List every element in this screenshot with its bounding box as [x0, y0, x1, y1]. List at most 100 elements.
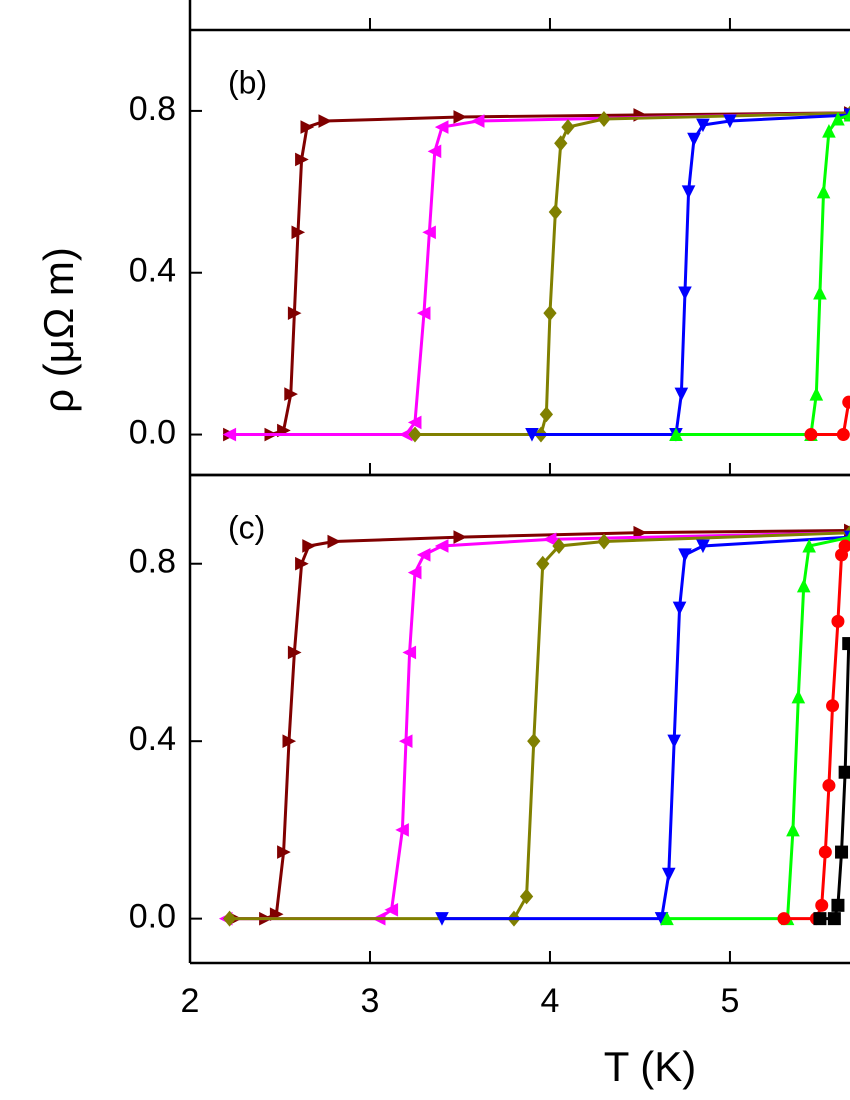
data-point — [539, 406, 554, 423]
data-point — [791, 689, 806, 704]
data-point — [277, 845, 291, 859]
data-point — [681, 185, 696, 199]
data-point — [453, 110, 468, 124]
data-point — [674, 387, 689, 402]
series-line — [225, 531, 850, 921]
x-tick-label: 3 — [361, 982, 380, 1020]
data-point — [519, 888, 534, 905]
y-tick-label: 0.0 — [129, 414, 176, 452]
data-point — [838, 765, 850, 779]
y-tick-label: 0.4 — [129, 720, 176, 758]
data-point — [284, 387, 298, 401]
data-point — [822, 779, 836, 793]
data-point — [318, 114, 333, 128]
data-point — [816, 184, 831, 199]
series-line — [531, 113, 850, 437]
data-point — [470, 114, 485, 128]
data-point — [525, 428, 539, 442]
y-tick-label: 0.8 — [129, 543, 176, 581]
data-point — [813, 912, 827, 926]
data-point — [667, 734, 681, 749]
data-point — [842, 395, 850, 409]
data-point — [407, 565, 422, 580]
plot-area — [218, 523, 850, 927]
data-point — [536, 555, 550, 572]
data-point — [831, 111, 845, 126]
data-point — [453, 530, 468, 544]
series-line — [414, 111, 850, 437]
y-tick-label: 0.4 — [129, 252, 176, 290]
data-point — [554, 135, 568, 152]
data-point — [813, 285, 827, 300]
y-tick-label: 0.8 — [129, 90, 176, 128]
data-point — [678, 286, 692, 301]
data-point — [408, 426, 422, 443]
data-point — [222, 910, 237, 927]
x-tick-label: 4 — [541, 982, 560, 1020]
data-point — [527, 733, 541, 750]
data-point — [796, 578, 811, 593]
data-point — [818, 845, 832, 859]
data-point — [416, 548, 431, 562]
series-line — [666, 535, 850, 921]
data-point — [222, 427, 237, 442]
data-point — [597, 111, 611, 127]
data-point — [543, 305, 557, 322]
data-point — [300, 120, 315, 134]
data-point — [838, 539, 850, 553]
panel-label: (c) — [228, 509, 265, 545]
data-point — [422, 225, 436, 240]
data-point — [687, 132, 701, 147]
data-point — [836, 428, 850, 442]
data-point — [395, 823, 409, 837]
data-point — [427, 144, 442, 159]
data-point — [723, 114, 737, 129]
data-point — [435, 912, 449, 926]
series-line — [675, 113, 850, 437]
series-line — [229, 111, 850, 437]
data-point — [398, 734, 413, 748]
data-point — [542, 532, 557, 547]
x-axis-label: T (K) — [604, 1043, 697, 1090]
data-point — [291, 225, 306, 240]
data-point — [295, 152, 309, 167]
data-point — [295, 556, 309, 571]
data-point — [302, 539, 316, 553]
data-point — [672, 601, 687, 616]
data-point — [815, 898, 829, 912]
data-point — [835, 845, 849, 859]
data-point — [287, 306, 302, 320]
data-point — [827, 912, 841, 926]
data-point — [633, 525, 648, 540]
data-point — [282, 734, 297, 748]
data-point — [552, 538, 566, 554]
data-point — [786, 822, 800, 837]
data-point — [826, 699, 840, 713]
data-point — [416, 306, 431, 320]
x-tick-label: 5 — [720, 982, 739, 1020]
plot-area — [222, 105, 850, 443]
data-point — [660, 911, 674, 926]
series-line — [783, 545, 847, 921]
panel-label: (b) — [228, 64, 267, 100]
y-tick-label: 0.0 — [129, 898, 176, 936]
series-line — [441, 535, 850, 921]
data-point — [407, 415, 422, 430]
data-point — [434, 539, 449, 553]
data-point — [843, 108, 850, 122]
data-point — [597, 533, 611, 550]
data-point — [669, 427, 683, 442]
data-point — [843, 531, 850, 544]
data-point — [831, 898, 845, 912]
data-point — [696, 118, 710, 133]
data-point — [434, 120, 449, 134]
data-point — [696, 539, 710, 554]
data-point — [402, 645, 417, 660]
data-point — [809, 386, 824, 401]
data-point — [777, 912, 791, 926]
data-point — [384, 902, 399, 917]
data-point — [561, 119, 575, 136]
x-tick-label: 2 — [181, 982, 200, 1020]
